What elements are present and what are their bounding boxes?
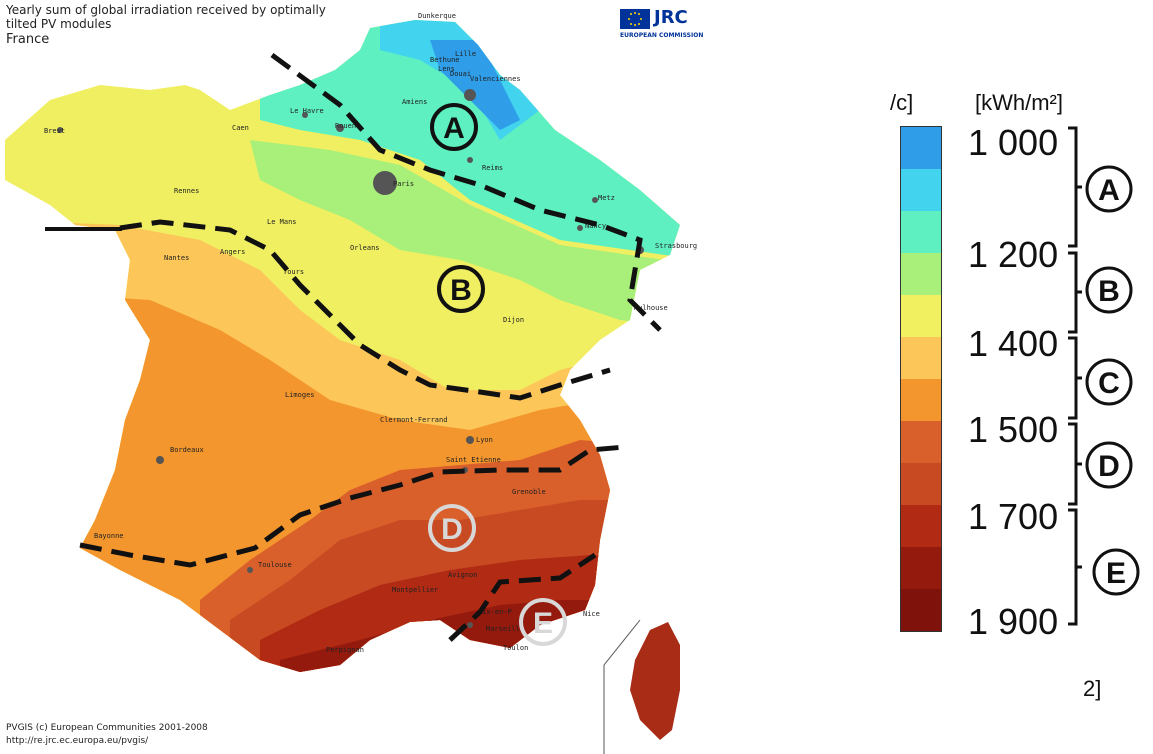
zone-marker-a: A [430,103,478,151]
country-label: France [6,32,50,47]
city-label: Brest [44,127,65,135]
legend-unit-fragment: /c] [890,90,914,115]
city-label: Dunkerque [418,12,456,20]
city-label: Toulouse [258,561,292,569]
jrc-name: JRC [654,7,688,28]
colorbar-segment [901,337,941,379]
city-label: Saint Etienne [446,456,501,464]
city-label: Metz [598,194,615,202]
city-label: Paris [393,180,414,188]
boundary-d-e [448,552,597,642]
zone-marker-e: E [519,598,567,646]
legend-zone-b: B [1098,275,1120,308]
city-label: Douai [450,70,471,78]
city-label: Tours [283,268,304,276]
city-label: Aix-en-P [478,608,512,616]
zone-boundaries [79,52,662,642]
boundary-c-d [79,444,626,568]
legend-tick: 1 400 [968,323,1059,364]
city-label: Nice [583,610,600,618]
city-label: Limoges [285,391,315,399]
source-url: http://re.jrc.ec.europa.eu/pvgis/ [6,736,149,746]
city-label: Bethune [430,56,460,64]
legend-tick: 1 500 [968,409,1059,450]
legend-zone-a: A [1098,174,1120,207]
city-label: Marseille [486,625,524,633]
svg-text:B: B [450,274,472,307]
legend-tick: 1 200 [968,234,1059,275]
legend-bottom-fragment: 2] [1083,676,1102,701]
boundary-b-c [119,219,611,401]
city-label: Angers [220,248,245,256]
city-label: Grenoble [512,488,546,496]
colorbar-segment [901,421,941,463]
legend-zone-brackets: A B C D E [1068,126,1140,626]
colorbar-segment [901,127,941,169]
title-line-1: Yearly sum of global irradiation receive… [6,3,326,17]
colorbar-segment [901,547,941,589]
mainland-fill [5,20,680,672]
city-label: Valenciennes [470,75,521,83]
city-label: Le Mans [267,218,297,226]
title-line-2: tilted PV modules [6,17,112,31]
city-label: Reims [482,164,503,172]
city-labels: Dunkerque Lille Bethune Lens Douai Valen… [44,12,697,654]
colorbar-segment [901,295,941,337]
city-label: Rouen [335,122,356,130]
colorbar-segment [901,169,941,211]
city-label: Lens [438,65,455,73]
svg-text:A: A [443,112,465,145]
city-label: Montpellier [392,586,438,594]
legend-tick: 1 900 [968,601,1059,642]
colorbar-segment [901,253,941,295]
svg-text:D: D [441,513,463,546]
city-label: Toulon [503,644,528,652]
jrc-subtitle: EUROPEAN COMMISSION [620,32,704,39]
city-label: Strasbourg [655,242,697,250]
city-label: Dijon [503,316,524,324]
city-label: Amiens [402,98,427,106]
eu-flag-icon [620,9,650,29]
map-footer: PVGIS (c) European Communities 2001-2008… [6,722,208,748]
legend-unit: [kWh/m²] [975,90,1063,115]
city-label: Rennes [174,187,199,195]
city-label: Mulhouse [634,304,668,312]
city-label: Perpignan [326,646,364,654]
zone-marker-d: D [428,504,476,552]
city-label: Lyon [476,436,493,444]
city-label: Caen [232,124,249,132]
legend-zone-c: C [1098,367,1120,400]
colorbar-segment [901,463,941,505]
legend-zone-e: E [1106,557,1126,590]
city-label: Avignon [448,571,478,579]
legend-tick: 1 700 [968,496,1059,537]
city-label: Clermont-Ferrand [380,416,447,424]
city-label: Bordeaux [170,446,204,454]
colorbar-segment [901,379,941,421]
inset-divider [603,619,641,754]
legend-tick: 1 000 [968,122,1059,163]
colorbar-segment [901,211,941,253]
svg-text:E: E [533,607,553,640]
city-label: Lille [455,50,476,58]
jrc-logo: JRC EUROPEAN COMMISSION [620,7,704,41]
city-label: Le Havre [290,107,324,115]
copyright-text: PVGIS (c) European Communities 2001-2008 [6,723,208,733]
zone-marker-b: B [437,265,485,313]
city-label: Nantes [164,254,189,262]
city-label: Orleans [350,244,380,252]
boundary-a-b [270,52,662,332]
corsica [630,622,680,740]
map-title: Yearly sum of global irradiation receive… [6,3,346,47]
legend-zone-d: D [1098,450,1120,483]
colorbar-segment [901,505,941,547]
city-label: Bayonne [94,532,124,540]
colorbar-segment [901,589,941,631]
legend-colorbar [900,126,942,632]
